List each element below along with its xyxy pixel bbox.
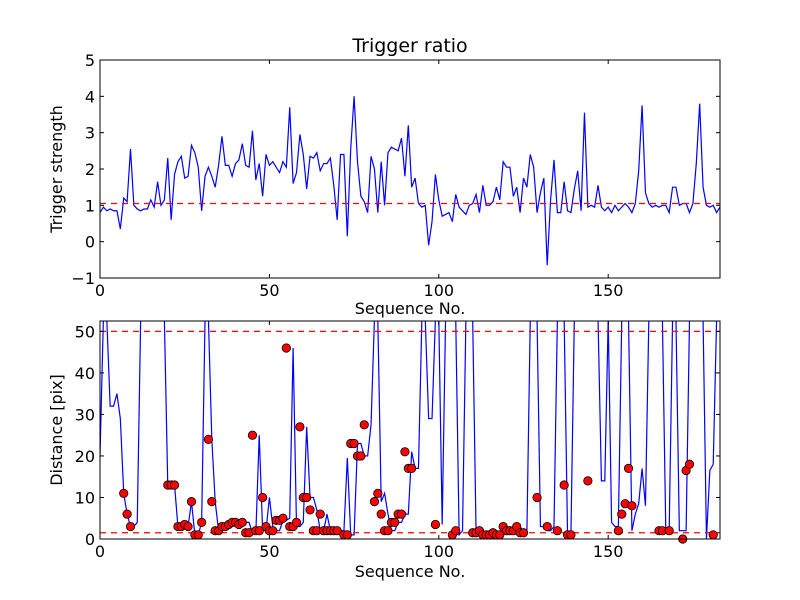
bottom-data-marker: [583, 476, 593, 486]
bottom-data-marker: [451, 526, 461, 536]
bottom-x-tick-label: 50: [259, 542, 279, 561]
top-x-tick-label: 0: [95, 281, 105, 300]
bottom-data-marker: [305, 505, 315, 515]
bottom-data-marker: [400, 447, 410, 457]
bottom-y-tick-label: 20: [75, 447, 95, 466]
bottom-data-marker: [332, 526, 342, 536]
top-y-tick-label: −1: [71, 269, 95, 288]
bottom-data-marker: [627, 501, 637, 511]
top-x-tick-label: 150: [593, 281, 624, 300]
bottom-data-marker: [542, 521, 552, 532]
top-x-tick-label: 50: [259, 281, 279, 300]
top-y-tick-label: 2: [85, 160, 95, 179]
bottom-data-marker: [247, 430, 258, 440]
bottom-data-marker: [430, 519, 441, 530]
bottom-data-marker: [315, 509, 325, 519]
bottom-data-marker: [302, 492, 312, 503]
bottom-y-axis-label: Distance [pix]: [47, 374, 66, 486]
bottom-data-marker: [237, 517, 247, 527]
bottom-data-marker: [197, 517, 207, 527]
bottom-data-marker: [291, 517, 302, 527]
top-x-tick-label: 100: [424, 281, 455, 300]
bottom-y-tick-label: 30: [75, 405, 95, 424]
bottom-data-marker: [376, 509, 386, 519]
bottom-data-marker: [186, 497, 197, 507]
bottom-y-tick-label: 0: [85, 530, 95, 549]
bottom-data-marker: [708, 530, 718, 540]
top-y-tick-label: 1: [85, 196, 95, 215]
bottom-data-marker: [203, 434, 214, 444]
bottom-x-axis-label: Sequence No.: [355, 562, 466, 581]
bottom-data-marker: [258, 492, 268, 503]
bottom-y-tick-label: 40: [75, 364, 95, 383]
bottom-x-tick-label: 150: [593, 542, 624, 561]
top-x-axis-label: Sequence No.: [355, 299, 466, 318]
bottom-data-marker: [383, 526, 393, 536]
top-y-tick-label: 3: [85, 124, 95, 143]
bottom-data-marker: [664, 526, 674, 536]
bottom-data-marker: [396, 509, 407, 519]
bottom-x-tick-label: 100: [424, 542, 455, 561]
bottom-y-tick-label: 50: [75, 322, 95, 341]
bottom-data-marker: [193, 530, 203, 540]
top-plot-area: [100, 96, 720, 266]
bottom-data-marker: [559, 480, 569, 490]
bottom-data-marker: [183, 521, 193, 532]
bottom-data-marker: [281, 343, 291, 353]
bottom-data-marker: [552, 526, 562, 536]
bottom-data-marker: [122, 509, 132, 519]
top-y-tick-label: 5: [85, 51, 95, 70]
bottom-data-marker: [342, 530, 352, 540]
bottom-data-marker: [684, 459, 695, 469]
bottom-data-marker: [623, 463, 634, 474]
bottom-series-line: [100, 321, 718, 539]
bottom-data-marker: [268, 526, 278, 536]
bottom-data-marker: [373, 488, 383, 498]
bottom-data-marker: [207, 497, 217, 507]
chart-title: Trigger ratio: [351, 35, 467, 57]
bottom-x-tick-label: 0: [95, 542, 105, 561]
bottom-data-marker: [169, 480, 180, 490]
top-series-line: [100, 96, 720, 266]
bottom-data-marker: [566, 530, 576, 540]
bottom-data-marker: [369, 497, 380, 507]
bottom-y-tick-label: 10: [75, 488, 95, 507]
bottom-plot-area: [100, 321, 720, 544]
bottom-data-marker: [295, 422, 305, 432]
top-y-axis-label: Trigger strength: [47, 105, 66, 234]
bottom-data-marker: [356, 451, 366, 461]
bottom-data-marker: [407, 463, 417, 474]
top-y-tick-label: 0: [85, 233, 95, 252]
bottom-data-marker: [119, 488, 129, 498]
bottom-data-marker: [125, 521, 136, 532]
top-y-tick-label: 4: [85, 87, 95, 106]
bottom-data-marker: [390, 517, 400, 527]
bottom-data-marker: [349, 438, 359, 449]
bottom-data-marker: [613, 526, 623, 536]
bottom-data-marker: [254, 526, 264, 536]
bottom-axes-frame: [99, 320, 721, 540]
bottom-data-marker: [617, 509, 627, 519]
bottom-data-marker: [532, 492, 542, 503]
bottom-data-marker: [518, 528, 529, 538]
bottom-data-marker: [359, 420, 369, 430]
bottom-data-marker: [278, 513, 288, 523]
bottom-ticks: 0 50 100 150 0 10 20 30 40 50: [75, 321, 720, 561]
